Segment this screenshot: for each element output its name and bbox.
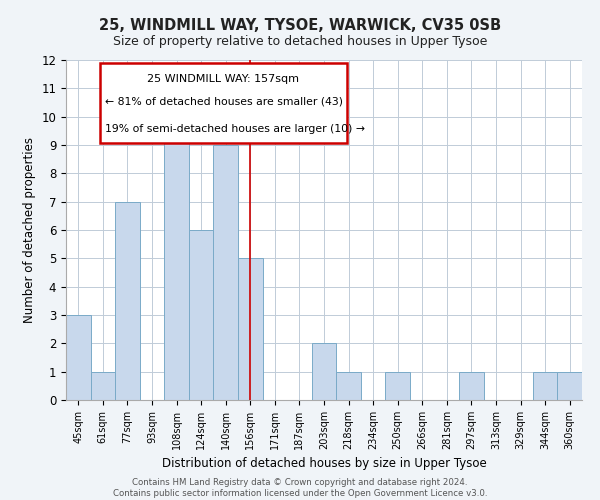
Bar [459, 372, 484, 400]
Bar [214, 145, 238, 400]
Bar [115, 202, 140, 400]
Text: 25, WINDMILL WAY, TYSOE, WARWICK, CV35 0SB: 25, WINDMILL WAY, TYSOE, WARWICK, CV35 0… [99, 18, 501, 32]
Bar [164, 116, 189, 400]
Bar [238, 258, 263, 400]
FancyBboxPatch shape [100, 64, 347, 144]
Text: 25 WINDMILL WAY: 157sqm: 25 WINDMILL WAY: 157sqm [148, 74, 299, 84]
Text: Contains HM Land Registry data © Crown copyright and database right 2024.
Contai: Contains HM Land Registry data © Crown c… [113, 478, 487, 498]
Bar [189, 230, 214, 400]
Bar [312, 344, 336, 400]
X-axis label: Distribution of detached houses by size in Upper Tysoe: Distribution of detached houses by size … [161, 458, 487, 470]
Text: Size of property relative to detached houses in Upper Tysoe: Size of property relative to detached ho… [113, 35, 487, 48]
Bar [91, 372, 115, 400]
Bar [66, 315, 91, 400]
Bar [336, 372, 361, 400]
Text: ← 81% of detached houses are smaller (43): ← 81% of detached houses are smaller (43… [104, 97, 343, 107]
Text: 19% of semi-detached houses are larger (10) →: 19% of semi-detached houses are larger (… [104, 124, 365, 134]
Bar [533, 372, 557, 400]
Y-axis label: Number of detached properties: Number of detached properties [23, 137, 36, 323]
Bar [557, 372, 582, 400]
Bar [385, 372, 410, 400]
